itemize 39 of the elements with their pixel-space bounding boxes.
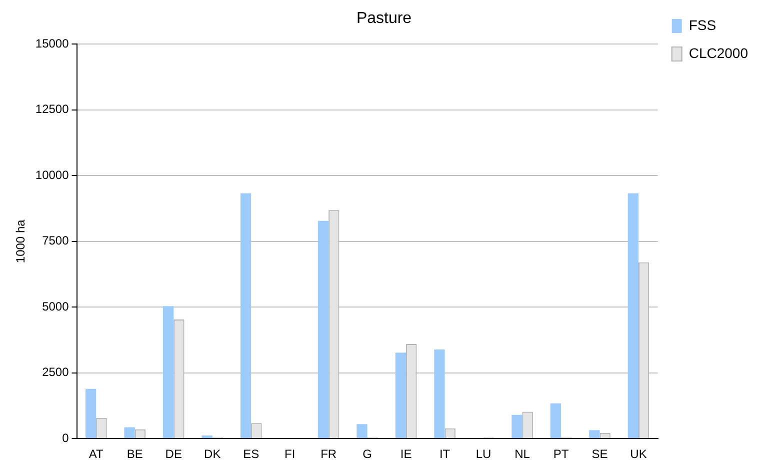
x-tick-label: AT: [88, 447, 104, 462]
x-tick-label: IT: [439, 447, 451, 462]
y-tick-label: 7500: [42, 234, 70, 248]
bar: [318, 220, 329, 438]
x-tick-label: PT: [553, 447, 570, 462]
x-tick-label: DE: [165, 447, 182, 462]
bar: [202, 435, 212, 438]
y-tick-label: 15000: [35, 36, 70, 51]
legend-label: CLC2000: [688, 44, 748, 61]
y-tick-label: 0: [62, 430, 70, 445]
bar: [589, 430, 600, 438]
bar: [124, 427, 135, 438]
x-tick-label: FI: [284, 447, 296, 462]
x-tick-label: NL: [514, 447, 530, 462]
bar: [162, 306, 174, 438]
y-tick-label: 12500: [35, 102, 70, 116]
y-tick-label: 2500: [42, 365, 70, 380]
x-tick-label: IE: [400, 447, 412, 462]
y-axis-title: 1000 ha: [14, 219, 28, 264]
x-tick-label: UK: [630, 447, 647, 462]
bar: [550, 403, 561, 438]
x-tick-label: BE: [126, 447, 143, 462]
x-tick-label: DK: [204, 447, 221, 462]
bar: [628, 193, 638, 438]
x-tick-label: G: [362, 447, 372, 462]
y-tick-label: 5000: [42, 299, 70, 314]
bar: [512, 414, 522, 438]
x-tick-label: SE: [592, 447, 608, 462]
x-tick-label: ES: [243, 447, 260, 462]
bar: [356, 424, 368, 438]
bar: [395, 352, 406, 438]
bar: [85, 388, 96, 438]
chart-title: Pasture: [356, 10, 412, 28]
x-tick-label: LU: [476, 447, 492, 462]
bar: [434, 349, 445, 438]
bar: [240, 193, 252, 438]
y-tick-label: 10000: [35, 168, 70, 182]
legend-label: FSS: [688, 16, 716, 33]
x-tick-label: FR: [320, 447, 337, 462]
